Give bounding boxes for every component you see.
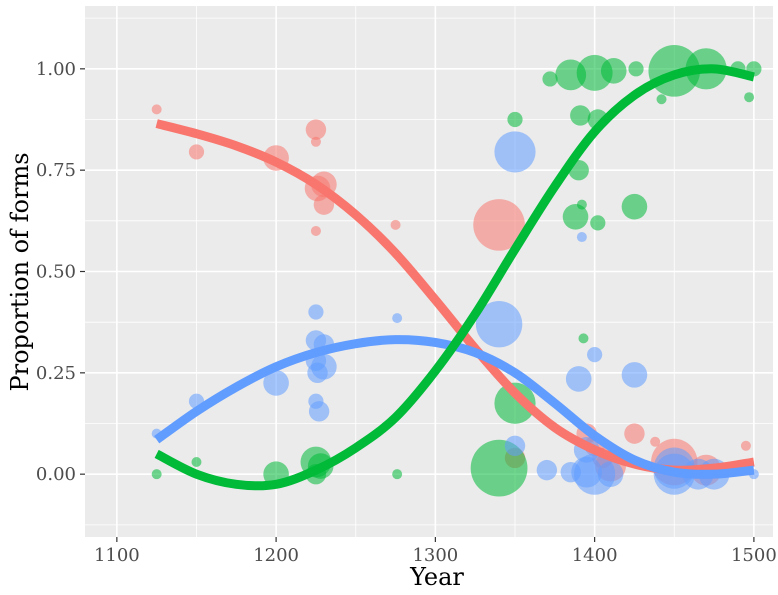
- green-data-point: [191, 457, 202, 468]
- green-data-point: [600, 58, 627, 84]
- y-axis-title: Proportion of forms: [6, 152, 34, 391]
- red-data-point: [305, 119, 327, 140]
- axes: 1100 1200 1300 1400 1500 0.00 0.25 0.50 0.75 1.00: [36, 59, 777, 566]
- green-data-point: [590, 215, 606, 231]
- green-data-point: [494, 382, 536, 424]
- red-data-point: [740, 440, 751, 451]
- y-tick-label: 0.50: [36, 262, 76, 283]
- green-data-point: [542, 71, 558, 87]
- red-data-point: [650, 436, 661, 447]
- blue-data-point: [621, 362, 648, 388]
- blue-data-point: [536, 459, 558, 481]
- x-tick-label: 1400: [572, 545, 618, 566]
- green-data-point: [656, 94, 667, 105]
- x-tick-label: 1300: [412, 545, 458, 566]
- green-trend-line: [154, 64, 755, 491]
- trend-lines: [154, 64, 755, 491]
- green-data-point: [570, 105, 591, 126]
- y-tick-label: 0.75: [36, 160, 76, 181]
- blue-data-point: [576, 232, 587, 243]
- green-data-point: [628, 61, 644, 77]
- x-tick-label: 1200: [253, 545, 299, 566]
- green-data-point: [507, 111, 523, 128]
- red-data-point: [473, 199, 525, 251]
- green-data-point: [744, 92, 755, 103]
- green-data-point: [562, 203, 589, 230]
- x-axis-title: Year: [409, 563, 464, 591]
- blue-data-point: [587, 346, 603, 363]
- green-data-point: [576, 199, 587, 210]
- red-data-point: [624, 423, 645, 444]
- x-tick-label: 1500: [731, 545, 777, 566]
- red-data-point: [313, 194, 335, 215]
- red-data-point: [390, 219, 401, 230]
- blue-data-point: [475, 300, 523, 348]
- green-data-point: [621, 193, 648, 220]
- green-data-point: [392, 469, 403, 480]
- blue-data-point: [308, 401, 330, 422]
- green-data-point: [151, 469, 162, 480]
- green-data-point: [578, 333, 589, 344]
- blue-data-point: [504, 435, 526, 456]
- red-data-point: [310, 136, 321, 147]
- red-data-point: [151, 104, 162, 115]
- blue-data-point: [392, 313, 403, 324]
- blue-data-point: [263, 370, 289, 396]
- data-points: [151, 45, 762, 497]
- y-tick-label: 1.00: [36, 59, 76, 80]
- blue-data-point: [308, 304, 324, 320]
- blue-data-point: [311, 353, 337, 380]
- x-tick-label: 1100: [94, 545, 140, 566]
- y-tick-label: 0.00: [36, 464, 76, 485]
- blue-data-point: [494, 131, 536, 173]
- blue-data-point: [565, 366, 592, 392]
- red-data-point: [310, 225, 321, 236]
- y-tick-label: 0.25: [36, 363, 76, 384]
- blue-data-point: [597, 461, 624, 487]
- red-data-point: [188, 144, 205, 160]
